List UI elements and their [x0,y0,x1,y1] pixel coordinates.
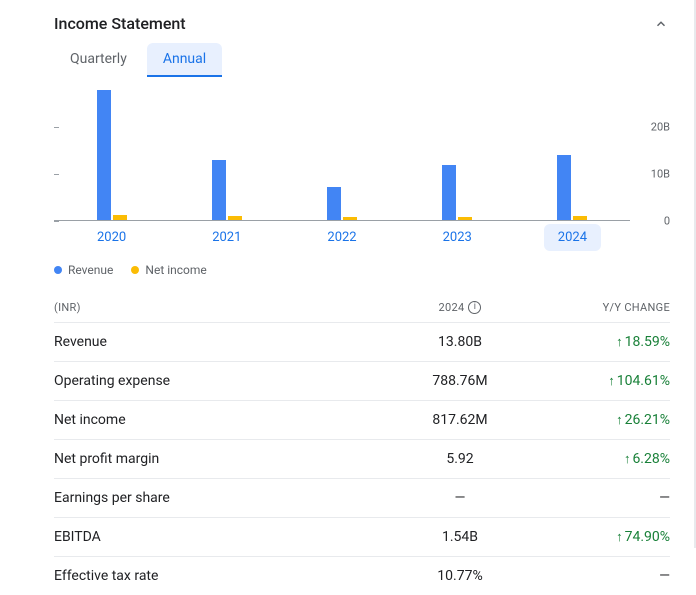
bar-group[interactable] [515,89,630,220]
year-label[interactable]: 2020 [83,224,140,251]
income-chart: 20B10B0 20202021202220232024 [54,89,670,239]
metric-name: Net income [54,412,380,428]
tab-quarterly[interactable]: Quarterly [54,43,143,77]
bar [212,160,226,220]
metric-change: ↑26.21% [540,412,670,428]
metric-value: — [380,490,540,506]
bar [327,187,341,220]
chevron-up-icon[interactable] [652,15,670,33]
metric-change: ↑6.28% [540,451,670,467]
info-icon[interactable]: i [468,301,481,314]
bar-group[interactable] [284,89,399,220]
bar [573,216,587,220]
bar [557,155,571,220]
bar [343,217,357,220]
period-tabs: QuarterlyAnnual [54,43,670,77]
arrow-up-icon: ↑ [616,529,623,545]
table-row: Net income817.62M↑26.21% [54,400,670,439]
bar [113,215,127,220]
table-row: Net profit margin5.92↑6.28% [54,439,670,478]
table-row: Operating expense788.76M↑104.61% [54,361,670,400]
bar-group[interactable] [169,89,284,220]
value-column-header: 2024 i [380,301,540,314]
metric-name: Operating expense [54,373,380,389]
year-label[interactable]: 2023 [429,224,486,251]
metric-name: EBITDA [54,529,380,545]
arrow-up-icon: ↑ [616,412,623,428]
metric-value: 1.54B [380,529,540,545]
table-row: EBITDA1.54B↑74.90% [54,517,670,556]
year-label[interactable]: 2024 [544,224,601,251]
legend-dot-icon [131,266,139,274]
legend-dot-icon [54,266,62,274]
metric-name: Revenue [54,334,380,350]
metric-name: Effective tax rate [54,568,380,584]
bar [458,217,472,220]
metric-name: Net profit margin [54,451,380,467]
year-label[interactable]: 2022 [313,224,370,251]
arrow-up-icon: ↑ [624,451,631,467]
bar [442,165,456,220]
bar [228,216,242,220]
chart-legend: Revenue Net income [54,245,670,291]
metric-change: ↑104.61% [540,373,670,389]
metric-value: 817.62M [380,412,540,428]
metric-name: Earnings per share [54,490,380,506]
legend-item: Revenue [54,263,113,277]
year-label[interactable]: 2021 [198,224,255,251]
y-tick-label: 10B [651,167,670,180]
metric-change: ↑74.90% [540,529,670,545]
metric-value: 13.80B [380,334,540,350]
metric-value: 788.76M [380,373,540,389]
table-header: (INR) 2024 i Y/Y CHANGE [54,291,670,322]
table-row: Revenue13.80B↑18.59% [54,322,670,361]
change-column-header: Y/Y CHANGE [540,301,670,314]
section-title: Income Statement [54,14,186,33]
metric-change: ↑18.59% [540,334,670,350]
y-tick-label: 0 [664,215,670,228]
legend-item: Net income [131,263,206,277]
section-header: Income Statement [54,8,670,43]
currency-label: (INR) [54,301,380,314]
table-row: Earnings per share—— [54,478,670,517]
arrow-up-icon: ↑ [608,373,615,389]
metrics-table: Revenue13.80B↑18.59%Operating expense788… [54,322,670,595]
bar-group[interactable] [400,89,515,220]
metric-change: — [540,568,670,584]
arrow-up-icon: ↑ [616,334,623,350]
legend-label: Revenue [68,263,113,277]
metric-value: 10.77% [380,568,540,584]
legend-label: Net income [145,263,206,277]
tab-annual[interactable]: Annual [147,43,222,77]
y-tick-label: 20B [651,120,670,133]
bar [97,90,111,220]
table-row: Effective tax rate10.77%— [54,556,670,595]
metric-value: 5.92 [380,451,540,467]
bar-group[interactable] [54,89,169,220]
metric-change: — [540,490,670,506]
